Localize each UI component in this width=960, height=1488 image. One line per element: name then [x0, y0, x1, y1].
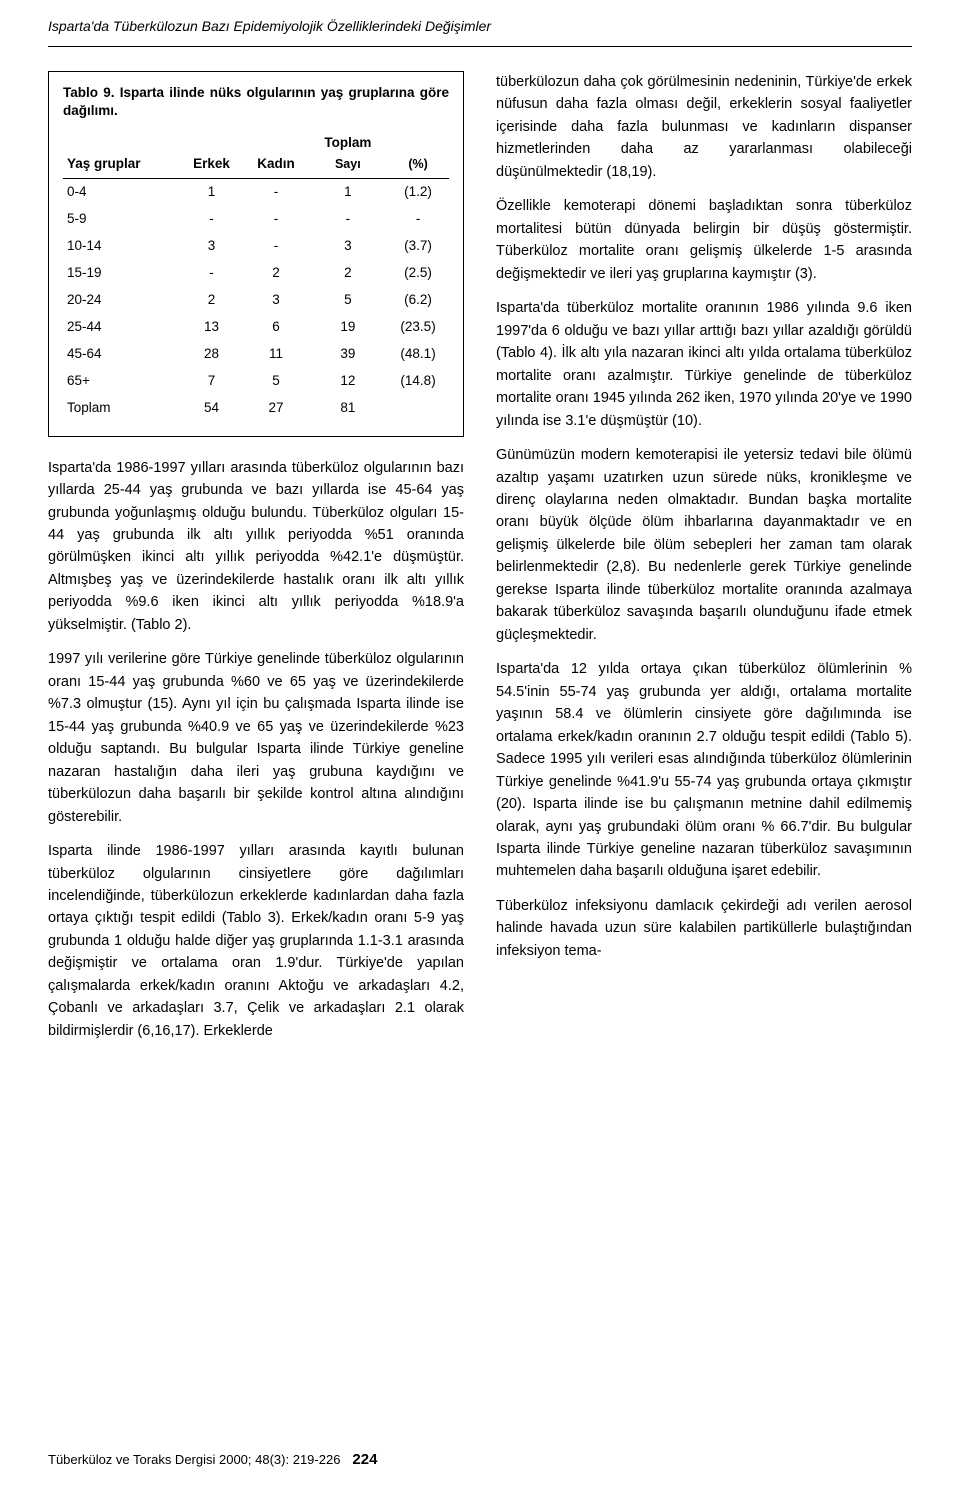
running-header: Isparta'da Tüberkülozun Bazı Epidemiyolo… — [0, 0, 960, 42]
table-body: 0-41-1(1.2) 5-9---- 10-143-3(3.7) 15-19-… — [63, 179, 449, 422]
two-column-content: Tablo 9. Isparta ilinde nüks olgularının… — [0, 71, 960, 1054]
header-rule — [48, 46, 912, 47]
col-female: Kadın — [244, 130, 309, 178]
left-column: Tablo 9. Isparta ilinde nüks olgularının… — [48, 71, 464, 1054]
col-male: Erkek — [180, 130, 244, 178]
table-header-row: Yaş gruplar Erkek Kadın Toplam Sayı (%) — [63, 130, 449, 178]
table-row: 0-41-1(1.2) — [63, 179, 449, 206]
col-pct-label: (%) — [408, 157, 427, 171]
right-column: tüberkülozun daha çok görülmesinin neden… — [496, 71, 912, 1054]
page-number: 224 — [352, 1451, 377, 1468]
table-row: 25-4413619(23.5) — [63, 314, 449, 341]
footer: Tüberküloz ve Toraks Dergisi 2000; 48(3)… — [48, 1451, 912, 1468]
col-group-label: Yaş gruplar — [67, 154, 176, 175]
table-caption: Tablo 9. Isparta ilinde nüks olgularının… — [63, 84, 449, 120]
journal-citation: Tüberküloz ve Toraks Dergisi 2000; 48(3)… — [48, 1452, 340, 1467]
paragraph: Isparta'da 12 yılda ortaya çıkan tüberkü… — [496, 658, 912, 883]
table-row: 15-19-22(2.5) — [63, 260, 449, 287]
paragraph: Isparta ilinde 1986-1997 yılları arasınd… — [48, 840, 464, 1042]
paragraph: 1997 yılı verilerine göre Türkiye geneli… — [48, 648, 464, 828]
table-row: 65+7512(14.8) — [63, 368, 449, 395]
header-title: Isparta'da Tüberkülozun Bazı Epidemiyolo… — [48, 18, 491, 34]
paragraph: Tüberküloz infeksiyonu damlacık çekirdeğ… — [496, 895, 912, 962]
col-pct: (%) — [387, 130, 449, 178]
table-row: Toplam542781 — [63, 395, 449, 422]
table-9: Tablo 9. Isparta ilinde nüks olgularının… — [48, 71, 464, 437]
table-row: 5-9---- — [63, 206, 449, 233]
paragraph: Günümüzün modern kemoterapisi ile yeters… — [496, 444, 912, 646]
paragraph: Isparta'da tüberküloz mortalite oranının… — [496, 297, 912, 432]
col-count-label: Sayı — [335, 157, 361, 171]
col-total-label: Toplam — [313, 133, 384, 154]
paragraph: Isparta'da 1986-1997 yılları arasında tü… — [48, 457, 464, 637]
paragraph: Özellikle kemoterapi dönemi başladıktan … — [496, 195, 912, 285]
table-label: Tablo 9. — [63, 85, 115, 100]
table-row: 20-24235(6.2) — [63, 287, 449, 314]
col-group: Yaş gruplar — [63, 130, 180, 178]
table-caption-text: Isparta ilinde nüks olgularının yaş grup… — [63, 85, 449, 118]
table-9-table: Yaş gruplar Erkek Kadın Toplam Sayı (%) — [63, 130, 449, 421]
paragraph: tüberkülozun daha çok görülmesinin neden… — [496, 71, 912, 183]
col-total: Toplam Sayı — [309, 130, 388, 178]
table-row: 45-64281139(48.1) — [63, 341, 449, 368]
table-row: 10-143-3(3.7) — [63, 233, 449, 260]
